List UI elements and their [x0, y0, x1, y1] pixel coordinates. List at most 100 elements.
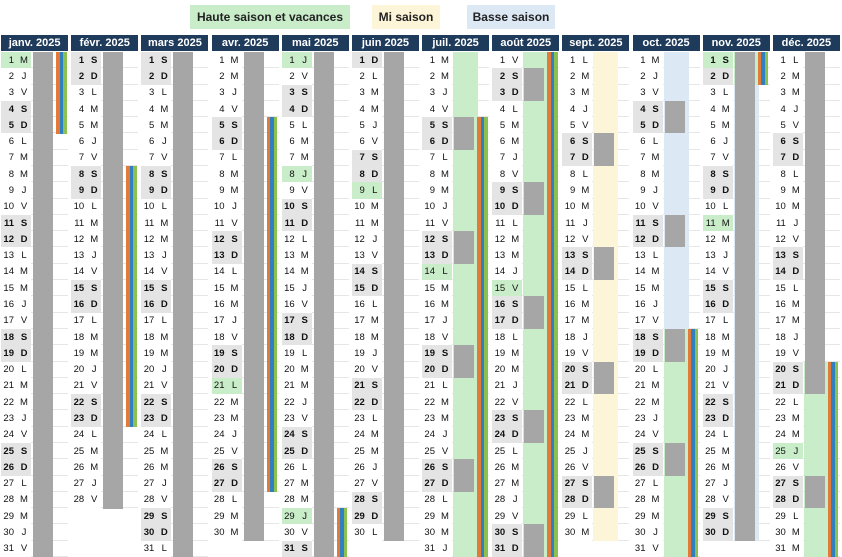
- day-number: 16: [211, 296, 228, 313]
- day-number: 13: [1, 247, 17, 264]
- day-letter: V: [367, 247, 382, 264]
- day-letter: M: [788, 198, 803, 215]
- gray-cell: [103, 361, 124, 379]
- day-letter: M: [788, 312, 803, 329]
- day-number: 18: [71, 328, 88, 346]
- day-number: 17: [211, 312, 228, 329]
- day-number: 16: [562, 296, 579, 313]
- day-number: 21: [492, 377, 509, 395]
- vacation-stripe: [270, 231, 274, 248]
- day-letter: M: [438, 394, 452, 411]
- day-number: 20: [702, 361, 719, 378]
- day-letter: M: [297, 149, 312, 167]
- day-number: 9: [71, 182, 88, 199]
- day-number: 28: [281, 491, 298, 509]
- gray-cell: [383, 345, 404, 362]
- vacation-stripe: [270, 149, 274, 167]
- day-letter: L: [17, 475, 31, 492]
- day-number: 30: [281, 524, 298, 541]
- gray-cell: [33, 231, 53, 248]
- day-number: 7: [772, 149, 789, 167]
- day-letter: L: [438, 149, 452, 167]
- vacation-stripe: [133, 263, 137, 281]
- vacation-stripe: [56, 117, 60, 134]
- day-letter: V: [718, 377, 733, 395]
- vacation-stripe: [550, 133, 555, 151]
- day-number: 17: [422, 312, 438, 329]
- day-letter: M: [718, 100, 733, 118]
- day-letter: M: [157, 328, 172, 346]
- day-number: 20: [351, 361, 368, 378]
- gray-cell: [173, 410, 194, 428]
- gray-cell: [383, 524, 404, 542]
- month-header: août 2025: [492, 35, 560, 51]
- vacation-stripe: [266, 328, 270, 346]
- vacation-stripe: [547, 426, 551, 444]
- day-letter: M: [227, 524, 242, 541]
- vacation-stripe: [133, 328, 137, 346]
- gray-cell: [734, 133, 755, 151]
- vacation-stripe: [270, 296, 274, 314]
- vacation-stripe: [550, 84, 555, 102]
- day-number: 5: [632, 117, 649, 134]
- day-letter: M: [508, 459, 523, 476]
- day-number: 16: [772, 296, 789, 313]
- vacation-stripe: [477, 345, 481, 362]
- day-number: 9: [702, 182, 719, 199]
- day-number: 2: [702, 68, 719, 85]
- gray-cell: [173, 133, 194, 151]
- gray-cell: [33, 280, 53, 297]
- vacation-stripe: [554, 296, 558, 314]
- gray-cell: [383, 296, 404, 314]
- gray-cell: [313, 540, 334, 557]
- season-cell: [663, 540, 689, 557]
- gray-cell: [103, 475, 124, 493]
- day-letter: S: [508, 410, 523, 427]
- day-letter: L: [367, 182, 382, 199]
- day-number: 6: [141, 133, 158, 150]
- day-letter: S: [227, 117, 242, 134]
- day-number: 24: [562, 426, 579, 443]
- vacation-stripe: [691, 491, 695, 509]
- day-letter: D: [718, 182, 733, 199]
- vacation-stripe: [477, 247, 481, 265]
- day-letter: M: [508, 117, 523, 134]
- vacation-stripe: [691, 345, 695, 362]
- gray-cell: [804, 117, 825, 134]
- gray-cell: [734, 442, 755, 460]
- day-letter: J: [648, 296, 663, 313]
- day-number: 13: [71, 247, 88, 264]
- gray-cell: [103, 442, 124, 460]
- day-number: 14: [141, 263, 158, 281]
- season-cell: [803, 540, 829, 557]
- day-number: 4: [281, 100, 298, 118]
- gray-cell: [173, 345, 194, 362]
- gray-cell: [173, 296, 194, 314]
- vacation-stripe: [126, 345, 130, 362]
- gray-cell: [103, 100, 124, 118]
- vacation-stripe: [694, 328, 698, 346]
- day-letter: L: [648, 361, 663, 378]
- gray-cell: [594, 263, 615, 281]
- day-number: 9: [772, 182, 789, 199]
- vacation-stripe: [691, 361, 695, 379]
- gray-cell: [804, 84, 825, 102]
- gray-cell: [243, 166, 264, 183]
- vacation-stripe: [477, 312, 481, 330]
- day-number: 10: [562, 198, 579, 215]
- day-letter: M: [297, 377, 312, 395]
- gray-cell: [734, 198, 755, 216]
- vacation-stripe: [831, 442, 835, 460]
- vacation-stripe: [550, 361, 555, 379]
- day-letter: L: [87, 312, 102, 329]
- gray-cell: [313, 442, 334, 460]
- vacation-stripe: [273, 426, 277, 444]
- gray-cell: [734, 410, 755, 428]
- vacation-stripe: [266, 377, 270, 395]
- vacation-stripe: [477, 524, 481, 542]
- season-cell: [663, 426, 689, 443]
- day-letter: V: [297, 68, 312, 85]
- vacation-stripe: [547, 345, 551, 362]
- day-letter: S: [297, 426, 312, 443]
- day-letter: D: [648, 345, 663, 362]
